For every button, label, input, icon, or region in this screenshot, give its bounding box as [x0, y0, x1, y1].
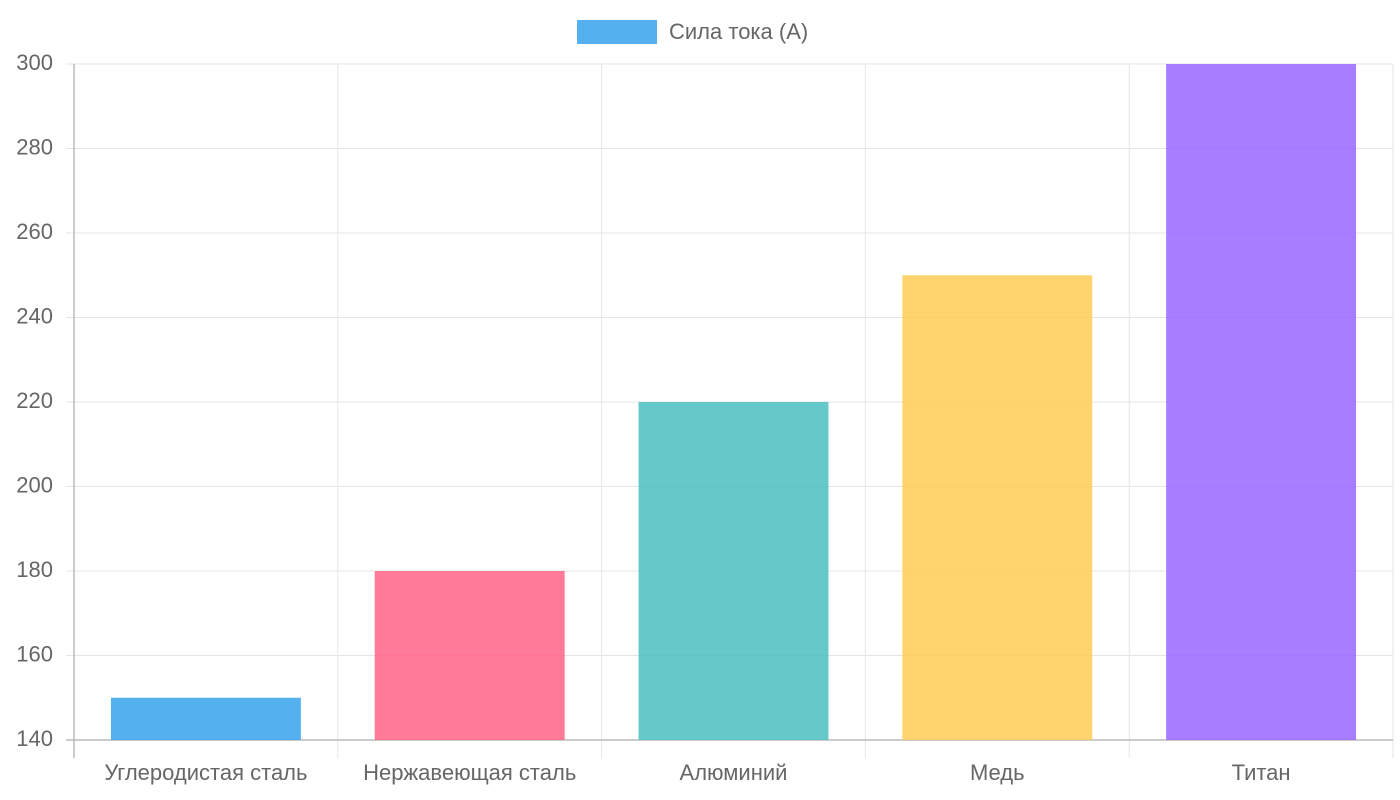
x-tick-label: Медь: [970, 760, 1025, 785]
y-tick-label: 140: [16, 726, 53, 751]
bar: [110, 697, 301, 740]
x-tick-label: Углеродистая сталь: [104, 760, 307, 785]
x-tick-label: Алюминий: [680, 760, 788, 785]
y-tick-label: 220: [16, 388, 53, 413]
x-tick-label: Титан: [1232, 760, 1291, 785]
bar: [638, 402, 829, 740]
y-tick-label: 180: [16, 557, 53, 582]
y-tick-label: 160: [16, 641, 53, 666]
y-tick-label: 200: [16, 472, 53, 497]
bar: [374, 571, 565, 740]
bar: [902, 275, 1093, 740]
y-tick-label: 280: [16, 134, 53, 159]
x-tick-label: Нержавеющая сталь: [363, 760, 576, 785]
bar: [1166, 64, 1357, 740]
y-tick-label: 260: [16, 219, 53, 244]
y-tick-label: 300: [16, 50, 53, 75]
legend-swatch: [577, 20, 657, 44]
legend-label: Сила тока (А): [669, 19, 808, 44]
y-tick-label: 240: [16, 303, 53, 328]
